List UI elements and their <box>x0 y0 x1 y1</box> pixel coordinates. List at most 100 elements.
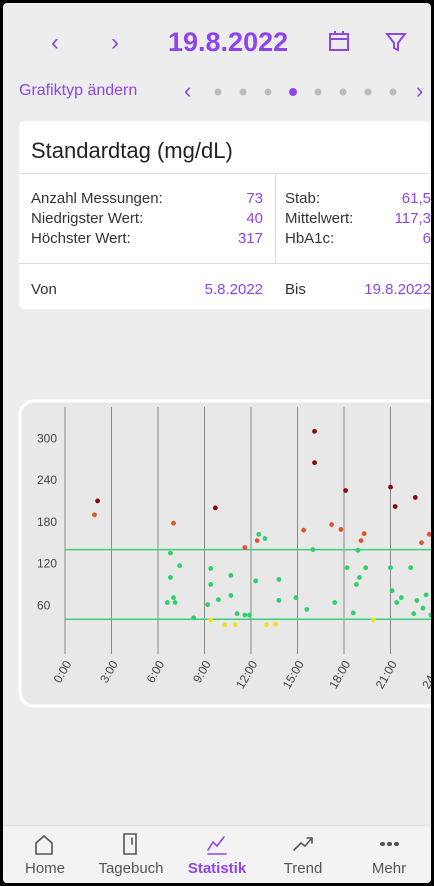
point <box>205 602 211 607</box>
stat-value: 73 <box>246 190 263 207</box>
point <box>301 527 307 533</box>
pager-prev[interactable]: ‹ <box>184 79 191 103</box>
nav-label[interactable]: Mehr <box>371 860 407 877</box>
stat-label: Mittelwert: <box>285 210 354 227</box>
point <box>394 600 400 605</box>
y-tick-label: 120 <box>37 557 57 571</box>
point <box>357 575 362 580</box>
point <box>350 610 356 616</box>
y-tick-label: 240 <box>37 473 57 487</box>
point <box>355 547 361 553</box>
stat-label: Anzahl Messungen: <box>31 190 163 207</box>
nav-icon[interactable] <box>378 832 400 856</box>
point <box>256 531 262 537</box>
pager: ‹ › <box>184 79 423 103</box>
point <box>234 611 240 617</box>
nav-icon[interactable] <box>34 832 56 856</box>
from-label: Von <box>31 281 57 298</box>
point <box>276 577 282 582</box>
x-tick-label: 24:00 <box>419 658 431 691</box>
point <box>172 600 178 605</box>
point <box>310 547 316 553</box>
nav-label[interactable]: Tagebuch <box>98 860 164 877</box>
nav-label[interactable]: Trend <box>283 860 323 877</box>
point <box>414 598 420 603</box>
bottom-nav: Home Tagebuch Statistik Trend Mehr <box>3 825 431 883</box>
point <box>398 595 404 601</box>
to-value: 19.8.2022 <box>364 281 431 298</box>
date[interactable]: 19.8.2022 <box>168 27 289 57</box>
to-label: Bis <box>285 281 306 298</box>
point <box>343 488 348 493</box>
point <box>358 538 364 543</box>
point <box>304 607 310 612</box>
y-tick-label: 60 <box>37 598 51 612</box>
point <box>388 565 393 571</box>
point <box>419 540 424 546</box>
point <box>428 612 431 618</box>
card-title: Standardtag (mg/dL) <box>31 138 233 163</box>
y-tick-label: 300 <box>37 431 57 445</box>
point <box>212 505 218 511</box>
point <box>412 495 418 500</box>
stat-value: 6 <box>422 230 431 247</box>
stats-card: Standardtag (mg/dL) Anzahl Messungen: 73 N… <box>19 121 431 309</box>
point <box>95 498 100 504</box>
stat-value: 117,3 <box>394 210 431 227</box>
point <box>363 565 369 571</box>
prev-day[interactable]: ‹ <box>51 29 59 56</box>
nav-label[interactable]: Statistik <box>187 860 247 877</box>
point <box>361 531 367 537</box>
point <box>426 531 431 537</box>
stat-value: 40 <box>246 210 263 227</box>
chart-frame <box>18 399 431 708</box>
point <box>254 538 260 543</box>
nav-icon[interactable] <box>120 832 142 856</box>
point <box>411 611 417 617</box>
point <box>344 565 350 571</box>
point <box>262 536 268 541</box>
point <box>332 600 338 605</box>
stat-value: 61,5 <box>401 190 431 207</box>
app: ‹ › 19.8.2022 Grafiktyp ändern ‹ › Stand… <box>3 3 431 883</box>
nav-icon[interactable] <box>292 832 314 856</box>
stat-label: Niedrigster Wert: <box>31 210 144 227</box>
stat-value: 317 <box>237 230 263 247</box>
nav-icon[interactable] <box>206 832 228 856</box>
point <box>171 520 176 526</box>
next-day[interactable]: › <box>111 29 119 56</box>
point <box>392 504 398 509</box>
point <box>276 598 282 603</box>
point <box>247 612 252 618</box>
point <box>420 605 426 611</box>
point <box>389 588 395 594</box>
point <box>408 565 414 571</box>
stat-label: Stab: <box>285 190 321 207</box>
point <box>168 550 173 556</box>
point <box>208 566 214 571</box>
point <box>242 612 248 618</box>
y-tick-label: 180 <box>37 515 57 529</box>
point <box>228 572 234 578</box>
nav-label[interactable]: Home <box>24 860 65 877</box>
point <box>264 622 269 628</box>
chart-type-link[interactable]: Grafiktyp ändern <box>19 82 138 99</box>
point <box>273 621 279 627</box>
pager-next[interactable]: › <box>416 79 423 103</box>
point <box>164 600 170 605</box>
point <box>338 527 344 532</box>
point <box>329 522 334 527</box>
point <box>208 582 214 587</box>
point <box>168 575 173 580</box>
calendar-icon[interactable] <box>328 30 350 52</box>
point <box>371 617 376 623</box>
point <box>293 595 299 601</box>
point <box>208 617 214 623</box>
chart: 0:00 3:00 6:00 9:00 12:00 15:00 18:00 21:00 24:0… <box>18 399 431 708</box>
point <box>253 578 259 584</box>
point <box>242 545 248 550</box>
filter-icon[interactable] <box>385 31 407 53</box>
point <box>312 460 317 466</box>
point <box>354 582 359 587</box>
